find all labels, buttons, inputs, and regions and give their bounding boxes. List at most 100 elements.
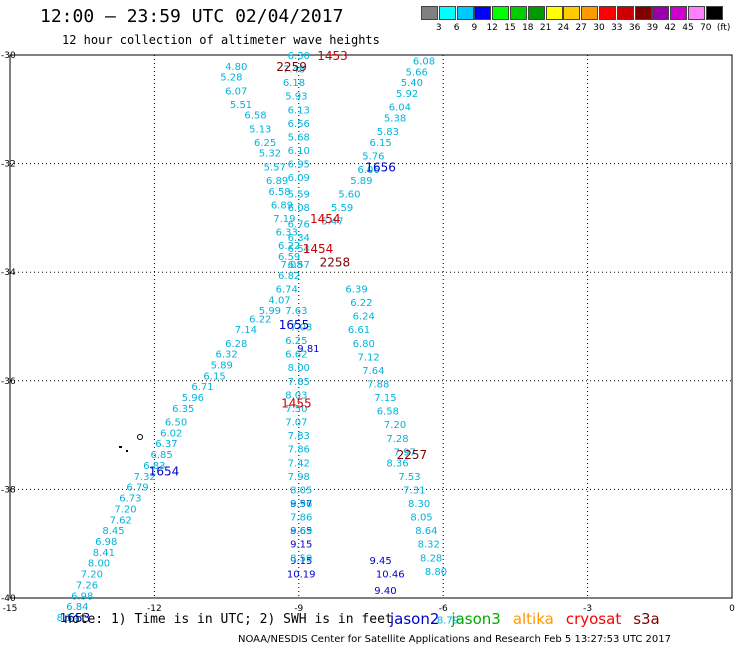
- wave-height-value: 5.83: [377, 127, 399, 138]
- wave-height-value: 4.07: [268, 295, 290, 306]
- wave-height-value: 7.86: [288, 445, 310, 456]
- wave-height-value: 7.20: [384, 420, 406, 431]
- wave-height-value: 6.30: [288, 51, 310, 62]
- wave-height-value: 8.03: [285, 390, 307, 401]
- wave-height-value: 9.57: [290, 499, 312, 510]
- wave-height-value: 5.66: [406, 67, 428, 78]
- wave-height-value: 6.08: [288, 203, 310, 214]
- x-tick-label: -12: [147, 604, 162, 614]
- scale-label: 21: [539, 23, 552, 33]
- wave-height-value: 8.59: [290, 553, 312, 564]
- wave-height-value: 6.89: [266, 176, 288, 187]
- wave-height-value: 6.33: [276, 227, 298, 238]
- wave-height-value: 6.28: [225, 339, 247, 350]
- wave-height-value: 7.64: [362, 366, 384, 377]
- scale-label: 33: [611, 23, 623, 33]
- wave-height-value: 7.19: [273, 214, 295, 225]
- wave-height-value: 7.31: [403, 485, 425, 496]
- wave-height-value: 9.81: [297, 344, 319, 355]
- wave-height-value: 5.76: [362, 151, 384, 162]
- wave-height-value: 5.38: [384, 113, 406, 124]
- island-mark: [119, 446, 122, 448]
- scale-label: 3: [435, 23, 442, 33]
- x-tick-label: 0: [729, 604, 735, 614]
- y-tick-label: -36: [1, 377, 16, 387]
- wave-height-value: 6.50: [165, 418, 187, 429]
- time-label: 1455: [281, 397, 312, 411]
- wave-height-value: 7.20: [114, 504, 136, 515]
- y-tick-label: -30: [1, 51, 16, 61]
- time-label: 1655: [279, 318, 310, 332]
- wave-height-value: 8.41: [93, 548, 115, 559]
- scale-label: 36: [628, 23, 641, 33]
- scale-label: 70: [700, 23, 712, 33]
- wave-height-value: 8.00: [288, 363, 310, 374]
- wave-height-value: 7.07: [285, 418, 307, 429]
- wave-height-value: 6.08: [413, 56, 435, 67]
- scale-label: 24: [557, 23, 570, 33]
- wave-height-value: 5.47: [321, 217, 343, 228]
- island-mark: [137, 434, 143, 440]
- wave-height-value: 5.96: [182, 393, 204, 404]
- wave-height-value: 8.79: [437, 616, 459, 627]
- wave-height-value: 7.83: [288, 431, 310, 442]
- legend-altika: altika: [512, 610, 554, 628]
- wave-height-value: 6.58: [244, 111, 266, 122]
- scale-label: 39: [646, 23, 659, 33]
- scale-label: 30: [593, 23, 605, 33]
- units-note: note: 1) Time is in UTC; 2) SWH is in fe…: [64, 612, 393, 627]
- wave-height-value: 9.65: [290, 526, 312, 537]
- x-tick-label: -9: [294, 604, 303, 614]
- wave-height-value: 6.25: [285, 336, 307, 347]
- time-label: 2258: [320, 255, 351, 269]
- chart-subtitle: 12 hour collection of altimeter wave hei…: [62, 33, 380, 47]
- wave-height-value: 5.92: [396, 89, 418, 100]
- scale-swatch: [705, 6, 723, 20]
- wave-height-value: 7.85: [288, 377, 310, 388]
- wave-height-value: 6.37: [155, 439, 177, 450]
- wave-height-value: 6.76: [288, 219, 310, 230]
- x-tick-label: -6: [439, 604, 448, 614]
- wave-height-value: 8.80: [425, 567, 447, 578]
- scale-swatch: [634, 6, 652, 20]
- wave-height-value: 8.34: [57, 613, 79, 624]
- x-tick-label: -3: [583, 604, 592, 614]
- wave-height-value: 8.36: [386, 458, 408, 469]
- wave-height-value: 6.24: [353, 312, 375, 323]
- wave-height-value: 6.71: [191, 382, 213, 393]
- wave-height-value: 7.50: [285, 404, 307, 415]
- wave-height-value: 6.25: [254, 138, 276, 149]
- wave-height-value: 5.32: [259, 149, 281, 160]
- wave-height-value: 7.26: [76, 580, 98, 591]
- wave-height-value: 6.22: [278, 241, 300, 252]
- wave-height-value: 7.32: [134, 472, 156, 483]
- y-tick-label: -32: [1, 160, 16, 170]
- wave-height-value: 6.73: [119, 494, 141, 505]
- scale-swatch: [510, 6, 527, 20]
- scale-swatch: [438, 6, 456, 20]
- wave-height-value: 6.39: [345, 284, 367, 295]
- scale-swatch: [474, 6, 492, 20]
- wave-height-value: 6.84: [66, 602, 88, 613]
- wave-height-value: 6.04: [389, 103, 411, 114]
- wave-height-value: 8.64: [415, 526, 437, 537]
- wave-height-value: 6.22: [249, 314, 271, 325]
- wave-height-value: 5.99: [259, 306, 281, 317]
- credit-line: NOAA/NESDIS Center for Satellite Applica…: [238, 634, 671, 645]
- wave-height-value: 6.10: [288, 146, 310, 157]
- wave-height-value: 8.00: [88, 559, 110, 570]
- wave-height-value: 6.79: [126, 483, 148, 494]
- scale-swatch: [670, 6, 688, 20]
- wave-height-value: 9.15: [290, 556, 312, 567]
- scale-label: (ft): [716, 23, 731, 33]
- scale-swatch: [456, 6, 474, 20]
- wave-height-value: 6.58: [268, 187, 290, 198]
- time-label: 2259: [276, 60, 307, 74]
- wave-height-value: 5.28: [220, 73, 242, 84]
- wave-height-value: 8.30: [408, 499, 430, 510]
- scale-swatch: [688, 6, 705, 20]
- wave-height-value: 6.18: [283, 78, 305, 89]
- time-label: 1454: [310, 212, 341, 226]
